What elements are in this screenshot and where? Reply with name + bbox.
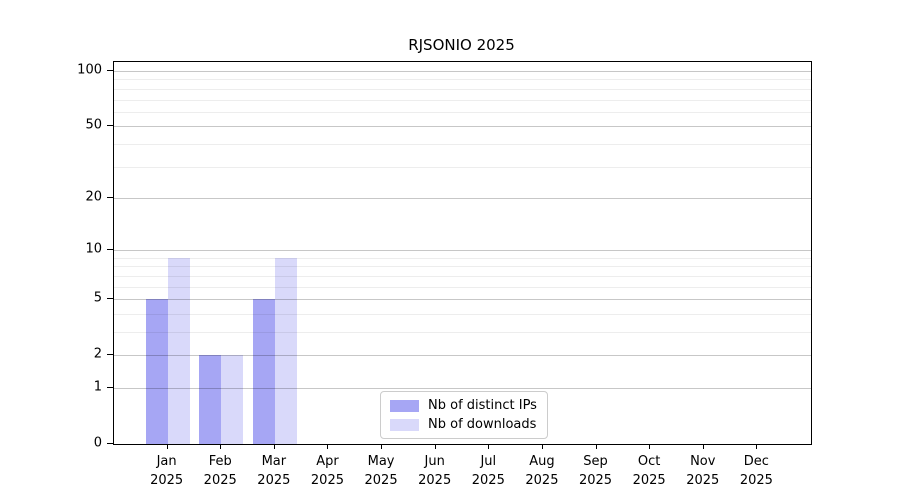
x-tick-mark [649,444,651,449]
minor-gridline [114,88,811,90]
x-tick-mark [702,444,704,449]
y-tick-mark [107,386,113,388]
y-tick-mark [107,125,113,127]
chart-title: RJSONIO 2025 [408,36,515,54]
x-tick-mark [756,444,758,449]
x-tick-year-label: 2025 [203,473,237,488]
x-tick-mark [434,444,436,449]
x-tick-label: Aug 2025 [507,452,577,490]
x-tick-year-label: 2025 [150,473,184,488]
x-tick-label: Feb 2025 [185,452,255,490]
bar-downloads [274,257,297,444]
bar-distinct-ips [199,355,222,444]
minor-gridline [114,313,811,315]
y-tick-mark [107,196,113,198]
y-tick-mark [107,298,113,300]
x-tick-year-label: 2025 [739,473,773,488]
bar-downloads [221,355,244,444]
plot-area: Nb of distinct IPs Nb of downloads [113,61,812,445]
minor-gridline [114,257,811,259]
x-tick-label: Mar 2025 [239,452,309,490]
minor-gridline [114,111,811,113]
legend-label-downloads: Nb of downloads [428,417,537,432]
minor-gridline [114,331,811,333]
x-tick-year-label: 2025 [310,473,344,488]
minor-gridline [114,79,811,81]
minor-gridline [114,275,811,277]
x-tick-mark [166,444,168,449]
y-tick-label: 10 [85,241,102,257]
x-tick-label: Sep 2025 [561,452,631,490]
x-tick-year-label: 2025 [418,473,452,488]
major-gridline [114,299,811,301]
bar-downloads [167,257,190,444]
x-tick-mark [327,444,329,449]
y-tick-label: 20 [85,189,102,205]
legend-swatch-distinct-ips [390,399,419,412]
x-tick-mark [595,444,597,449]
minor-gridline [114,286,811,288]
y-tick-mark [107,443,113,444]
legend-swatch-downloads [390,418,419,431]
x-tick-mark [220,444,222,449]
x-tick-label: Nov 2025 [668,452,738,490]
minor-gridline [114,99,811,101]
x-tick-mark [488,444,490,449]
y-tick-label: 50 [85,117,102,133]
x-tick-label: May 2025 [346,452,416,490]
y-tick-label: 2 [93,346,102,362]
x-tick-label: Jun 2025 [400,452,470,490]
y-tick-label: 5 [93,290,102,306]
x-tick-mark [381,444,383,449]
bar-distinct-ips [252,299,275,444]
y-tick-label: 0 [93,435,102,451]
x-tick-year-label: 2025 [686,473,720,488]
legend-item-distinct-ips: Nb of distinct IPs [390,398,537,413]
y-tick-mark [107,70,113,72]
bar-distinct-ips [145,299,168,444]
x-tick-label: Jul 2025 [453,452,523,490]
x-tick-mark [541,444,543,449]
x-tick-year-label: 2025 [257,473,291,488]
x-tick-year-label: 2025 [578,473,613,488]
major-gridline [114,250,811,252]
minor-gridline [114,166,811,168]
x-tick-label: Jan 2025 [132,452,202,490]
x-tick-label: Dec 2025 [721,452,791,490]
minor-gridline [114,266,811,268]
y-tick-mark [107,249,113,251]
y-tick-label: 100 [77,62,102,78]
y-tick-label: 1 [93,379,102,395]
legend: Nb of distinct IPs Nb of downloads [380,391,548,439]
x-tick-year-label: 2025 [525,473,559,488]
minor-gridline [114,143,811,145]
legend-item-downloads: Nb of downloads [390,417,537,432]
legend-label-distinct-ips: Nb of distinct IPs [428,398,537,413]
y-tick-mark [107,354,113,356]
x-tick-year-label: 2025 [471,473,505,488]
x-tick-label: Apr 2025 [292,452,362,490]
major-gridline [114,197,811,199]
x-tick-mark [273,444,275,449]
x-tick-year-label: 2025 [632,473,666,488]
x-tick-label: Oct 2025 [614,452,684,490]
major-gridline [114,71,811,73]
major-gridline [114,126,811,128]
x-tick-year-label: 2025 [364,473,398,488]
